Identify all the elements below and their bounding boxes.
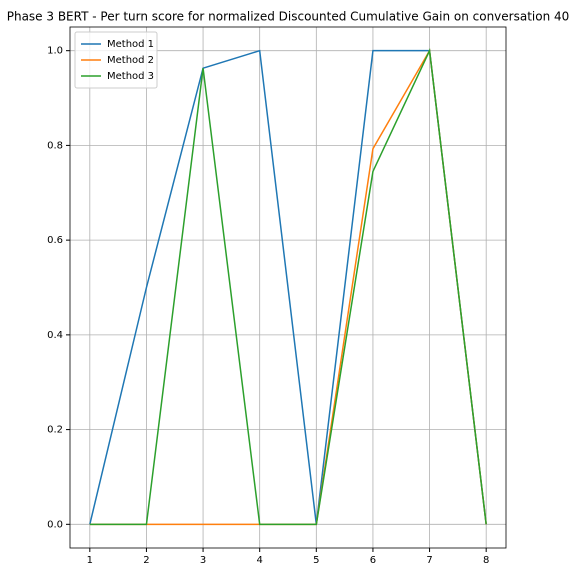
y-tick-label: 0.0: [47, 519, 63, 530]
legend-label: Method 2: [107, 55, 154, 66]
x-tick-label: 6: [370, 555, 376, 566]
legend: Method 1 Method 2 Method 3: [74, 31, 158, 89]
y-tick-label: 0.4: [47, 330, 63, 341]
legend-label: Method 3: [107, 71, 154, 82]
x-tick-label: 3: [200, 555, 206, 566]
series-line: [89, 49, 487, 525]
y-tick-label: 0.8: [47, 140, 63, 151]
x-tick-label: 4: [257, 555, 263, 566]
x-tick-label: 8: [483, 555, 489, 566]
x-tick-label: 5: [313, 555, 319, 566]
x-tick-label: 7: [426, 555, 432, 566]
x-tick-label: 2: [143, 555, 149, 566]
legend-box: [74, 31, 158, 89]
chart-title: Phase 3 BERT - Per turn score for normal…: [7, 10, 570, 24]
y-tick-label: 0.2: [47, 425, 63, 436]
plot-frame: [69, 26, 507, 549]
y-tick-label: 1.0: [47, 46, 63, 57]
legend-label: Method 1: [107, 39, 154, 50]
series-line: [89, 47, 487, 526]
x-tick-label: 1: [87, 555, 93, 566]
y-tick-label: 0.6: [47, 235, 63, 246]
